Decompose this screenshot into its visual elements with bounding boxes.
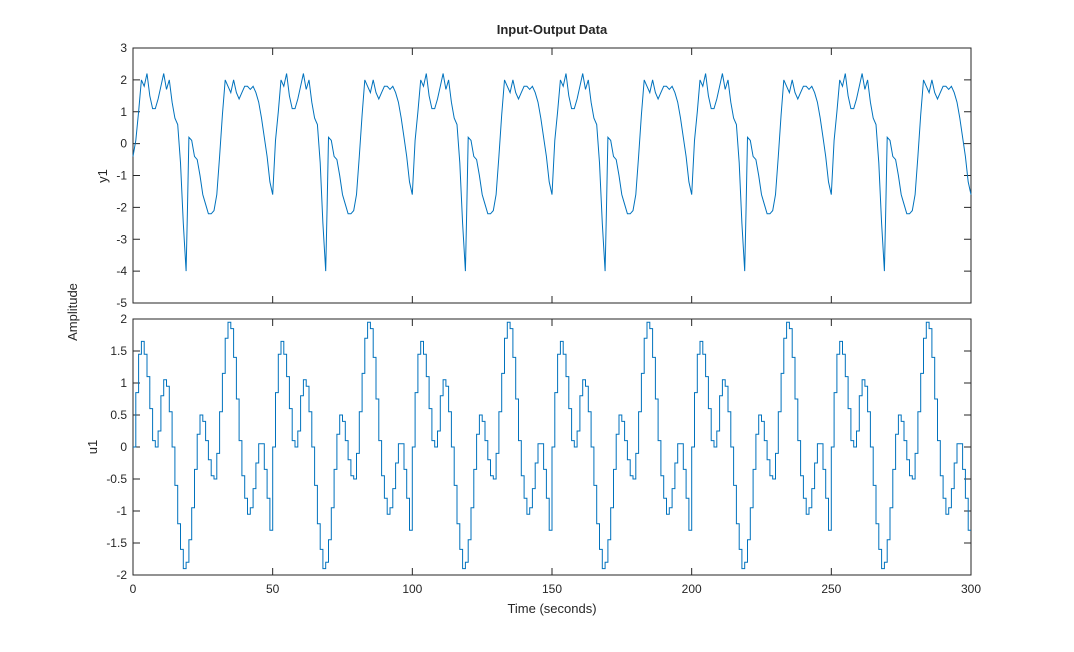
- xtick-label: 300: [961, 582, 981, 596]
- u1-ytick-label: 2: [120, 312, 127, 326]
- panel-u1: 2 1.5 1 0.5 0 -0.5 -1 -1.5 -2 u1: [85, 312, 972, 582]
- y1-ytick-label: 0: [120, 137, 127, 151]
- xtick-label: 200: [682, 582, 702, 596]
- u1-ytick-label: 0: [120, 440, 127, 454]
- panel-y1-tick-labels: 3 2 1 0 -1 -2 -3 -4 -5: [116, 41, 127, 310]
- u1-ytick-label: -0.5: [106, 472, 127, 486]
- panel-y1-axes: [132, 47, 972, 304]
- shared-y-label: Amplitude: [65, 283, 80, 341]
- x-axis-label: Time (seconds): [507, 601, 596, 616]
- y1-ytick-label: 3: [120, 41, 127, 55]
- u1-ytick-label: 1: [120, 376, 127, 390]
- chart-title: Input-Output Data: [497, 22, 608, 37]
- xtick-label: 150: [542, 582, 562, 596]
- y1-ytick-label: 1: [120, 105, 127, 119]
- panel-y1-ticks: [132, 47, 972, 304]
- xtick-label: 250: [821, 582, 841, 596]
- panel-y1: 3 2 1 0 -1 -2 -3 -4 -5 y1: [95, 41, 972, 310]
- u1-ytick-label: -1: [116, 504, 127, 518]
- xtick-label: 100: [402, 582, 422, 596]
- y1-ytick-label: -5: [116, 296, 127, 310]
- u1-ytick-label: 0.5: [110, 408, 127, 422]
- panel-u1-tick-labels: 2 1.5 1 0.5 0 -0.5 -1 -1.5 -2: [106, 312, 127, 582]
- u1-ytick-label: 1.5: [110, 344, 127, 358]
- y1-ytick-label: 2: [120, 73, 127, 87]
- panel-u1-ticks: [132, 318, 972, 576]
- u1-ytick-label: -2: [116, 568, 127, 582]
- y1-ytick-label: -4: [116, 264, 127, 278]
- y1-ytick-label: -3: [116, 232, 127, 246]
- y1-ytick-label: -1: [116, 169, 127, 183]
- x-tick-labels: 0 50 100 150 200 250 300: [130, 582, 982, 596]
- xtick-label: 0: [130, 582, 137, 596]
- u1-axis-label: u1: [85, 440, 100, 454]
- u1-ytick-label: -1.5: [106, 536, 127, 550]
- y1-ytick-label: -2: [116, 200, 127, 214]
- series-u1-stairs: [133, 321, 971, 570]
- y1-axis-label: y1: [95, 169, 110, 183]
- xtick-label: 50: [266, 582, 280, 596]
- series-y1-line: [132, 73, 972, 272]
